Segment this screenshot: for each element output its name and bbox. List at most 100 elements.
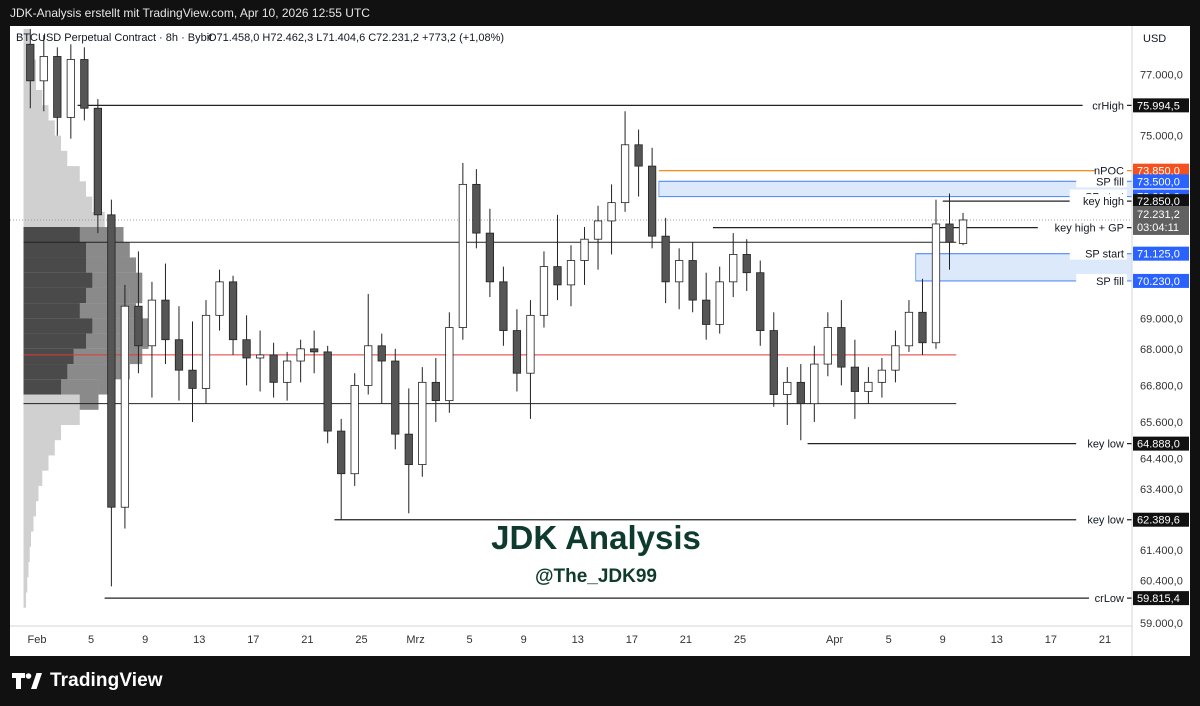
time-tick-label: 25 [734,634,746,646]
candle-body [269,354,278,383]
time-tick-label: 17 [1045,634,1057,646]
time-tick-label: 9 [521,634,527,646]
candle-body [26,43,35,82]
time-tick-label: Feb [28,634,47,646]
candle-body [391,360,400,435]
volume-profile [23,29,149,608]
candle-body [445,327,454,402]
price-tick-label: 66.800,0 [1140,380,1183,392]
candle-body [188,369,197,389]
candle-body [147,299,157,347]
time-tick-label: 13 [572,634,584,646]
candle-body [675,260,684,283]
price-badges: 75.994,573.850,073.500,073.000,072.850,0… [1133,98,1189,606]
candle-body [783,381,792,395]
candle-body [580,238,589,261]
sp-zone [658,180,1133,197]
volume-profile-bar [23,577,27,608]
level-label: key low [1087,515,1124,527]
time-tick-label: 5 [886,634,892,646]
level-label-bg [1095,163,1127,177]
candle-body [404,433,413,465]
candle-body [418,381,427,465]
candle-body [553,266,562,286]
price-tick-label: 77.000,0 [1140,70,1183,82]
price-badge-label: 72.850,0 [1137,196,1180,208]
candle-body [242,339,251,359]
candle-body [742,254,751,274]
price-tick-label: 59.000,0 [1140,618,1183,630]
candle-body [350,384,359,475]
candle-body [93,107,102,216]
candle-body [323,351,332,432]
price-tick-label: 60.400,0 [1140,575,1183,587]
price-badge [1133,591,1189,606]
price-tick-label: 68.000,0 [1140,344,1183,356]
price-badge-label: 75.994,5 [1137,100,1180,112]
candle-body [945,223,954,243]
level-label: SP start [1085,249,1124,261]
level-label: crLow [1095,593,1124,605]
candle-body [756,272,765,331]
level-label-bg [1076,512,1127,526]
candle-body [729,254,738,283]
price-tick-label: 69.000,0 [1140,313,1183,325]
candle-body [228,281,238,341]
candle-body [769,330,778,395]
candle-body [120,305,130,508]
price-badge-label: 71.125,0 [1137,249,1180,261]
level-label-bg [1076,174,1127,188]
candle-body [850,366,859,392]
time-tick-label: 5 [467,634,473,646]
candlestick-chart[interactable]: JDK Analysis @The_JDK99 77.000,0 75.000,0… [10,26,1190,656]
level-label-bg [1069,194,1127,208]
candle-body [364,345,373,386]
time-tick-label: 13 [193,634,205,646]
footer-bar: TradingView [0,656,1200,706]
candle-body [458,183,467,328]
time-tick-label: Apr [826,634,843,646]
candle-body [472,183,481,234]
candle-countdown: 03:04:11 [1137,222,1179,234]
candle-body [796,381,805,405]
candle-body [107,214,116,508]
level-label: SP fill [1096,176,1124,188]
candle-body [283,360,292,383]
tradingview-logo-icon [12,673,42,689]
candle-body [201,314,211,389]
candle-body [53,56,62,118]
current-price-badge [1133,205,1189,234]
candle-body [296,348,305,362]
candle-body [688,260,697,301]
price-axis[interactable]: 77.000,0 75.000,0 69.000,0 68.000,0 66.800,0… [1140,70,1183,630]
candle-body [80,59,89,109]
candle-body [958,219,968,244]
chart-panel[interactable]: JDK Analysis @The_JDK99 77.000,0 75.000,0… [10,26,1190,656]
candle-body [837,327,846,368]
level-label-bg [1089,591,1127,605]
level-label: key high [1083,196,1124,208]
tradingview-logo[interactable]: TradingView [12,670,163,692]
candle-body [593,220,603,240]
candle-body [864,381,873,392]
candle-body [661,235,670,283]
price-badge [1133,246,1189,261]
volume-profile-bar [23,516,32,547]
time-tick-label: 9 [940,634,946,646]
candle-body [715,281,724,325]
candle-body [702,299,711,325]
candle-body [499,281,508,331]
tradingview-brand: TradingView [50,670,163,691]
candle-body [566,260,576,286]
time-axis[interactable]: Feb 5 9 13 17 21 25 Mrz 5 9 13 17 21 25 Apr 5 9 13 17 21 [28,634,1112,646]
price-badge [1133,436,1189,451]
candle-body [891,345,900,371]
price-tick-label: 61.400,0 [1140,545,1183,557]
candle-body [161,299,170,341]
level-label-bg [1082,98,1127,112]
candle-body [485,232,495,283]
watermark-title: JDK Analysis [491,519,701,556]
level-label: key low [1087,439,1124,451]
candle-body [174,339,184,371]
candle-body [310,348,319,353]
